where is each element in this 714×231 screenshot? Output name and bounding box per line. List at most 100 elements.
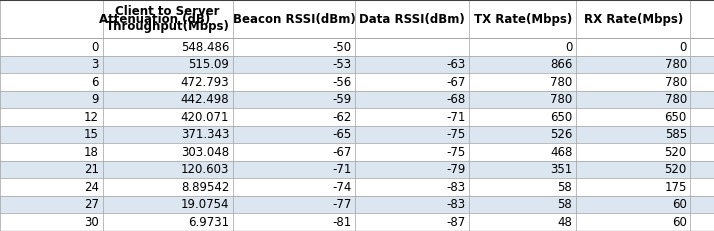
Text: 472.793: 472.793 xyxy=(181,76,229,89)
FancyBboxPatch shape xyxy=(233,109,355,126)
Text: 520: 520 xyxy=(665,146,687,159)
Text: 515.09: 515.09 xyxy=(188,58,229,71)
FancyBboxPatch shape xyxy=(355,91,469,109)
Text: 650: 650 xyxy=(550,111,573,124)
FancyBboxPatch shape xyxy=(0,213,103,231)
FancyBboxPatch shape xyxy=(0,126,103,143)
FancyBboxPatch shape xyxy=(690,91,714,109)
FancyBboxPatch shape xyxy=(233,38,355,56)
FancyBboxPatch shape xyxy=(690,0,714,38)
FancyBboxPatch shape xyxy=(233,143,355,161)
Text: -74: -74 xyxy=(332,181,351,194)
FancyBboxPatch shape xyxy=(355,126,469,143)
FancyBboxPatch shape xyxy=(576,56,690,73)
FancyBboxPatch shape xyxy=(233,0,355,38)
FancyBboxPatch shape xyxy=(690,161,714,179)
Text: -71: -71 xyxy=(446,111,466,124)
Text: 120.603: 120.603 xyxy=(181,163,229,176)
Text: 24: 24 xyxy=(84,181,99,194)
Text: -71: -71 xyxy=(332,163,351,176)
FancyBboxPatch shape xyxy=(469,143,576,161)
FancyBboxPatch shape xyxy=(355,56,469,73)
Text: 8.89542: 8.89542 xyxy=(181,181,229,194)
FancyBboxPatch shape xyxy=(233,126,355,143)
Text: 58: 58 xyxy=(558,181,573,194)
Text: 780: 780 xyxy=(665,76,687,89)
Text: 650: 650 xyxy=(665,111,687,124)
FancyBboxPatch shape xyxy=(233,179,355,196)
FancyBboxPatch shape xyxy=(469,73,576,91)
FancyBboxPatch shape xyxy=(690,213,714,231)
FancyBboxPatch shape xyxy=(690,126,714,143)
Text: 175: 175 xyxy=(665,181,687,194)
FancyBboxPatch shape xyxy=(0,179,103,196)
Text: 548.486: 548.486 xyxy=(181,41,229,54)
FancyBboxPatch shape xyxy=(576,213,690,231)
FancyBboxPatch shape xyxy=(103,126,233,143)
Text: 15: 15 xyxy=(84,128,99,141)
FancyBboxPatch shape xyxy=(355,0,469,38)
Text: 21: 21 xyxy=(84,163,99,176)
Text: 420.071: 420.071 xyxy=(181,111,229,124)
Text: 351: 351 xyxy=(550,163,573,176)
FancyBboxPatch shape xyxy=(103,109,233,126)
FancyBboxPatch shape xyxy=(469,38,576,56)
FancyBboxPatch shape xyxy=(576,143,690,161)
Text: 520: 520 xyxy=(665,163,687,176)
Text: 780: 780 xyxy=(665,58,687,71)
Text: -63: -63 xyxy=(446,58,466,71)
Text: Data RSSI(dBm): Data RSSI(dBm) xyxy=(359,13,465,26)
FancyBboxPatch shape xyxy=(576,109,690,126)
FancyBboxPatch shape xyxy=(103,179,233,196)
FancyBboxPatch shape xyxy=(469,126,576,143)
FancyBboxPatch shape xyxy=(233,91,355,109)
Text: 9: 9 xyxy=(91,93,99,106)
Text: Attenuation (dB): Attenuation (dB) xyxy=(99,13,210,26)
FancyBboxPatch shape xyxy=(233,196,355,213)
FancyBboxPatch shape xyxy=(0,143,103,161)
Text: 780: 780 xyxy=(550,76,573,89)
Text: -59: -59 xyxy=(332,93,351,106)
Text: 866: 866 xyxy=(550,58,573,71)
FancyBboxPatch shape xyxy=(576,126,690,143)
Text: 303.048: 303.048 xyxy=(181,146,229,159)
Text: -83: -83 xyxy=(447,181,466,194)
FancyBboxPatch shape xyxy=(576,179,690,196)
Text: Client to Server
Throughput(Mbps): Client to Server Throughput(Mbps) xyxy=(106,5,230,33)
FancyBboxPatch shape xyxy=(469,109,576,126)
FancyBboxPatch shape xyxy=(0,91,103,109)
Text: -56: -56 xyxy=(332,76,351,89)
Text: -83: -83 xyxy=(447,198,466,211)
Text: 442.498: 442.498 xyxy=(181,93,229,106)
FancyBboxPatch shape xyxy=(469,179,576,196)
Text: 19.0754: 19.0754 xyxy=(181,198,229,211)
Text: 526: 526 xyxy=(550,128,573,141)
FancyBboxPatch shape xyxy=(469,213,576,231)
FancyBboxPatch shape xyxy=(103,73,233,91)
FancyBboxPatch shape xyxy=(103,38,233,56)
Text: -62: -62 xyxy=(332,111,351,124)
Text: 48: 48 xyxy=(558,216,573,229)
FancyBboxPatch shape xyxy=(103,196,233,213)
FancyBboxPatch shape xyxy=(690,143,714,161)
Text: 468: 468 xyxy=(550,146,573,159)
Text: -65: -65 xyxy=(332,128,351,141)
FancyBboxPatch shape xyxy=(469,196,576,213)
FancyBboxPatch shape xyxy=(355,196,469,213)
FancyBboxPatch shape xyxy=(469,161,576,179)
FancyBboxPatch shape xyxy=(0,161,103,179)
Text: 371.343: 371.343 xyxy=(181,128,229,141)
Text: 60: 60 xyxy=(672,198,687,211)
FancyBboxPatch shape xyxy=(233,213,355,231)
Text: -67: -67 xyxy=(446,76,466,89)
Text: 6: 6 xyxy=(91,76,99,89)
FancyBboxPatch shape xyxy=(103,0,233,38)
FancyBboxPatch shape xyxy=(103,56,233,73)
FancyBboxPatch shape xyxy=(576,0,690,38)
FancyBboxPatch shape xyxy=(690,109,714,126)
Text: 27: 27 xyxy=(84,198,99,211)
Text: -79: -79 xyxy=(446,163,466,176)
FancyBboxPatch shape xyxy=(576,38,690,56)
Text: 0: 0 xyxy=(680,41,687,54)
FancyBboxPatch shape xyxy=(0,56,103,73)
